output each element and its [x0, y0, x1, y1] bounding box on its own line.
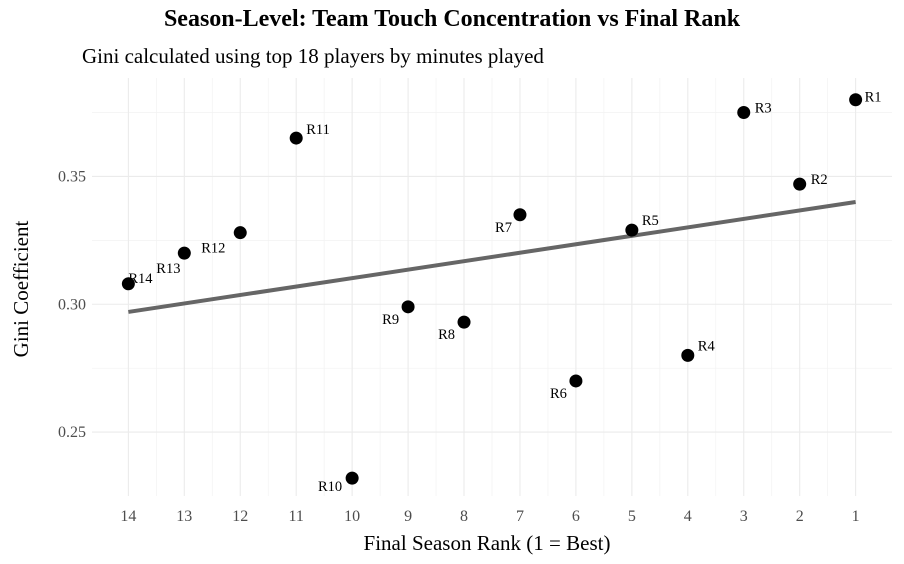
trend-line — [128, 200, 856, 314]
point-label-r12: R12 — [201, 241, 225, 257]
y-axis-ticks: 0.25 0.30 0.35 — [58, 168, 86, 441]
x-tick-label: 3 — [740, 508, 748, 525]
data-point-r13 — [177, 246, 191, 260]
point-label-r3: R3 — [755, 101, 772, 117]
point-label-r10: R10 — [318, 479, 342, 495]
point-label-r7: R7 — [495, 220, 512, 236]
point-label-r13: R13 — [156, 261, 180, 277]
point-label-r4: R4 — [698, 338, 716, 354]
x-tick-label: 1 — [852, 508, 860, 525]
chart-subtitle: Gini calculated using top 18 players by … — [82, 44, 544, 68]
data-point-r7 — [513, 208, 527, 222]
point-label-r9: R9 — [382, 312, 399, 328]
data-point-r11 — [289, 131, 303, 145]
data-point-r3 — [737, 106, 751, 120]
x-tick-label: 10 — [344, 508, 360, 525]
data-point-r5 — [625, 223, 639, 237]
data-point-r6 — [569, 374, 583, 388]
point-label-r14: R14 — [128, 271, 153, 287]
y-tick-label: 0.35 — [58, 168, 86, 185]
trend-line-group — [128, 200, 856, 314]
y-axis-title: Gini Coefficient — [9, 221, 33, 358]
data-point-r1 — [849, 93, 863, 107]
data-point-r2 — [793, 177, 807, 191]
major-gridlines — [92, 78, 892, 496]
x-tick-label: 7 — [516, 508, 524, 525]
point-label-r5: R5 — [642, 213, 659, 229]
x-tick-label: 14 — [120, 508, 136, 525]
data-point-r12 — [233, 226, 247, 240]
data-points — [121, 93, 863, 485]
chart-title: Season-Level: Team Touch Concentration v… — [163, 6, 741, 32]
x-tick-label: 13 — [176, 508, 192, 525]
x-tick-label: 5 — [628, 508, 636, 525]
x-axis-title: Final Season Rank (1 = Best) — [364, 531, 611, 555]
data-point-r9 — [401, 300, 415, 314]
point-label-r6: R6 — [550, 386, 567, 402]
point-label-r11: R11 — [306, 122, 330, 138]
data-point-r4 — [681, 348, 695, 362]
point-label-r1: R1 — [865, 90, 882, 106]
point-label-r2: R2 — [811, 172, 828, 188]
x-tick-label: 11 — [288, 508, 303, 525]
x-tick-label: 2 — [796, 508, 804, 525]
x-tick-label: 6 — [572, 508, 580, 525]
data-point-r10 — [345, 471, 359, 485]
x-tick-label: 12 — [232, 508, 248, 525]
y-tick-label: 0.30 — [58, 296, 86, 313]
x-tick-label: 4 — [684, 508, 692, 525]
y-tick-label: 0.25 — [58, 424, 86, 441]
data-point-r14 — [121, 277, 135, 291]
x-axis-ticks: 14 13 12 11 10 9 8 7 6 5 4 3 2 1 — [120, 508, 859, 525]
x-tick-label: 9 — [404, 508, 412, 525]
x-tick-label: 8 — [460, 508, 468, 525]
minor-gridlines — [92, 78, 892, 496]
point-label-r8: R8 — [438, 327, 455, 343]
data-point-r8 — [457, 315, 471, 329]
